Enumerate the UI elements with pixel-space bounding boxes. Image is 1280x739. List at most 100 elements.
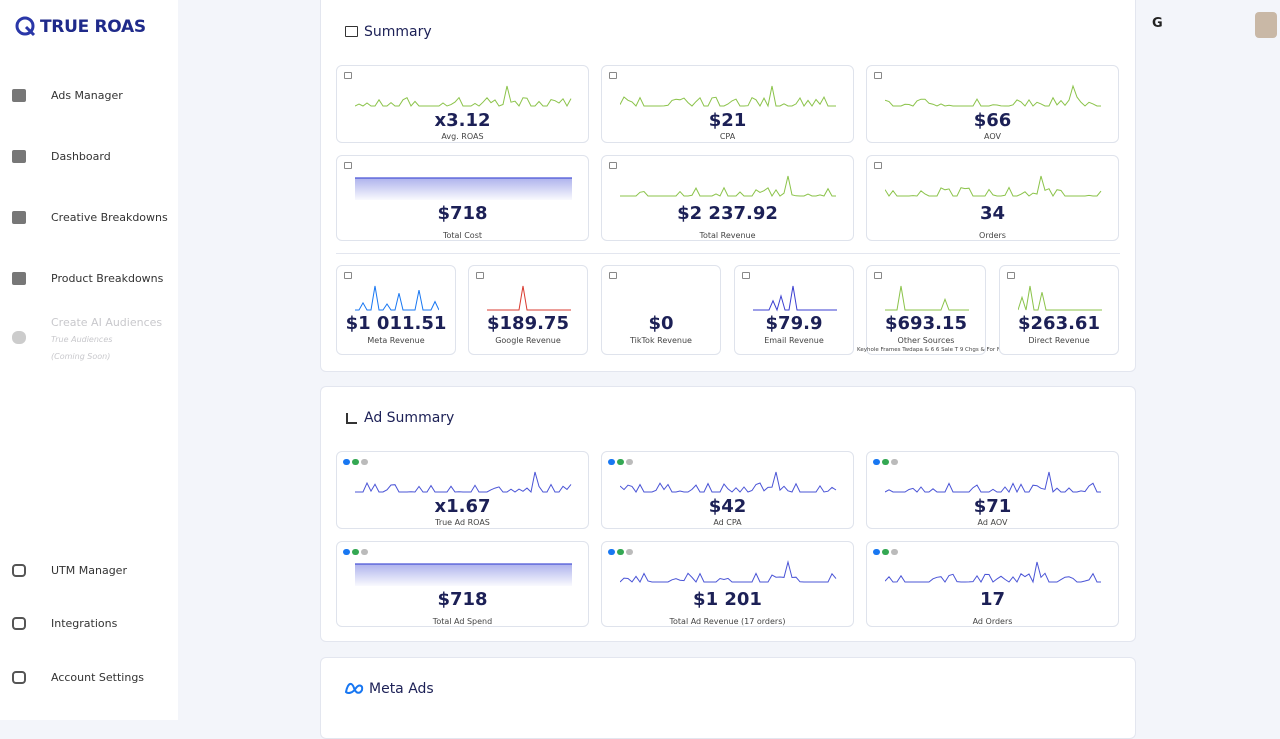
nav-note: (Coming Soon) <box>51 352 111 361</box>
nav-icon <box>12 670 26 684</box>
nav-label: Create AI Audiences <box>51 315 163 329</box>
metric-card: 34 Orders <box>866 155 1119 241</box>
platform-icon <box>361 459 368 465</box>
card-icon <box>344 162 352 169</box>
nav-label: UTM Manager <box>51 563 127 577</box>
card-icon <box>1007 272 1015 279</box>
logo: TRUE ROAS <box>40 17 146 37</box>
metric-label: True Ad ROAS <box>435 518 490 527</box>
metric-value: 34 <box>979 203 1006 224</box>
metric-label: Total Revenue <box>699 231 756 240</box>
metric-label: Direct Revenue <box>1028 336 1090 345</box>
metric-label: CPA <box>719 132 736 141</box>
metric-label: Google Revenue <box>495 336 561 345</box>
metric-value: $718 <box>437 589 488 610</box>
metric-label: TikTok Revenue <box>630 336 692 345</box>
metric-card: $79.9 Email Revenue <box>734 265 854 355</box>
sparkline <box>355 471 572 494</box>
nav-item[interactable]: Integrations <box>0 608 178 638</box>
nav-icon <box>12 271 26 285</box>
platform-icon <box>608 549 615 555</box>
nav-item-disabled: Create AI Audiences <box>0 307 178 344</box>
nav-label: Product Breakdowns <box>51 271 164 285</box>
metric-card: $189.75 Google Revenue <box>468 265 588 355</box>
metric-value: $1 011.51 <box>345 313 447 334</box>
metric-card: $718 Total Cost <box>336 155 589 241</box>
nav-icon <box>12 88 26 102</box>
metric-label: Meta Revenue <box>367 336 425 345</box>
metric-value: $693.15 <box>885 313 967 334</box>
nav-icon <box>12 210 26 224</box>
metric-value: $42 <box>708 496 747 517</box>
sparkline <box>487 285 571 311</box>
google-icon: G <box>1152 16 1163 31</box>
metric-card: $21 CPA <box>601 65 854 143</box>
metric-label: Total Ad Revenue (17 orders) <box>669 617 786 626</box>
metric-value: $1 201 <box>693 589 762 610</box>
nav-item[interactable]: Creative Breakdowns <box>0 202 178 232</box>
nav-item[interactable]: Account Settings <box>0 662 178 692</box>
platform-icon <box>352 549 359 555</box>
metric-card: $66 AOV <box>866 65 1119 143</box>
card-icon <box>344 72 352 79</box>
metric-card: $42 Ad CPA <box>601 451 854 529</box>
platform-icon <box>626 459 633 465</box>
nav-label: Creative Breakdowns <box>51 210 168 224</box>
meta-icon <box>344 682 364 694</box>
nav-item[interactable]: Dashboard <box>0 141 178 171</box>
nav-item[interactable]: Product Breakdowns <box>0 263 178 293</box>
metric-label: Avg. ROAS <box>441 132 484 141</box>
nav-label: Dashboard <box>51 149 111 163</box>
metric-label: Ad Orders <box>972 617 1013 626</box>
metric-note: Keyhole Frames Twdapa & 6 6 Sale T 9 Chg… <box>857 347 1014 353</box>
card-icon <box>742 272 750 279</box>
metric-card: $0 TikTok Revenue <box>601 265 721 355</box>
metric-label: Total Cost <box>442 231 482 240</box>
metric-label: Ad CPA <box>713 518 742 527</box>
metric-card: $1 011.51 Meta Revenue <box>336 265 456 355</box>
nav-icon <box>12 331 26 344</box>
sparkline <box>885 175 1102 197</box>
metric-card: x1.67 True Ad ROAS <box>336 451 589 529</box>
card-icon <box>874 162 882 169</box>
nav-label: Integrations <box>51 616 118 630</box>
card-icon <box>874 272 882 279</box>
metric-value: x3.12 <box>434 110 491 131</box>
sparkline <box>885 471 1101 494</box>
metric-card: 17 Ad Orders <box>866 541 1119 627</box>
sparkline <box>620 284 704 314</box>
platform-icon <box>873 549 880 555</box>
metric-label: Other Sources <box>897 336 955 345</box>
metric-label: Orders <box>979 231 1006 240</box>
metric-value: $718 <box>437 203 488 224</box>
metric-card: x3.12 Avg. ROAS <box>336 65 589 143</box>
metric-card: $718 Total Ad Spend <box>336 541 589 627</box>
metric-value: $71 <box>973 496 1012 517</box>
platform-icon <box>361 549 368 555</box>
sparkline <box>620 175 836 198</box>
sparkline <box>885 84 1101 107</box>
metric-label: Ad AOV <box>977 518 1008 527</box>
avatar <box>1255 12 1277 38</box>
nav-icon <box>12 616 26 630</box>
section-title: Ad Summary <box>364 410 455 426</box>
metric-label: Email Revenue <box>764 336 824 345</box>
platform-icon <box>626 549 633 555</box>
metric-card: $71 Ad AOV <box>866 451 1119 529</box>
card-icon <box>476 272 484 279</box>
meta-ads-section <box>320 657 1136 739</box>
sparkline <box>620 85 836 108</box>
platform-icon <box>617 459 624 465</box>
card-icon <box>344 272 352 279</box>
platform-icon <box>891 459 898 465</box>
card-icon <box>609 72 617 79</box>
card-icon <box>609 272 617 279</box>
sparkline <box>355 563 572 586</box>
card-icon <box>874 72 882 79</box>
nav-item[interactable]: UTM Manager <box>0 555 178 585</box>
sparkline <box>620 560 837 583</box>
section-divider <box>336 253 1120 254</box>
nav-item[interactable]: Ads Manager <box>0 80 178 110</box>
sparkline <box>620 471 837 493</box>
